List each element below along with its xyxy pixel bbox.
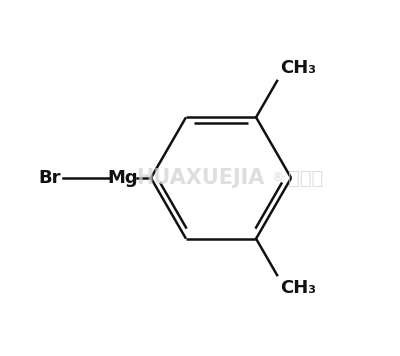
Text: 化学加: 化学加 <box>288 168 323 188</box>
Text: CH₃: CH₃ <box>281 279 317 297</box>
Text: CH₃: CH₃ <box>281 59 317 77</box>
Text: HUAXUEJIA: HUAXUEJIA <box>136 168 264 188</box>
Text: ®: ® <box>271 172 283 184</box>
Text: Mg: Mg <box>108 169 138 187</box>
Text: Br: Br <box>38 169 60 187</box>
